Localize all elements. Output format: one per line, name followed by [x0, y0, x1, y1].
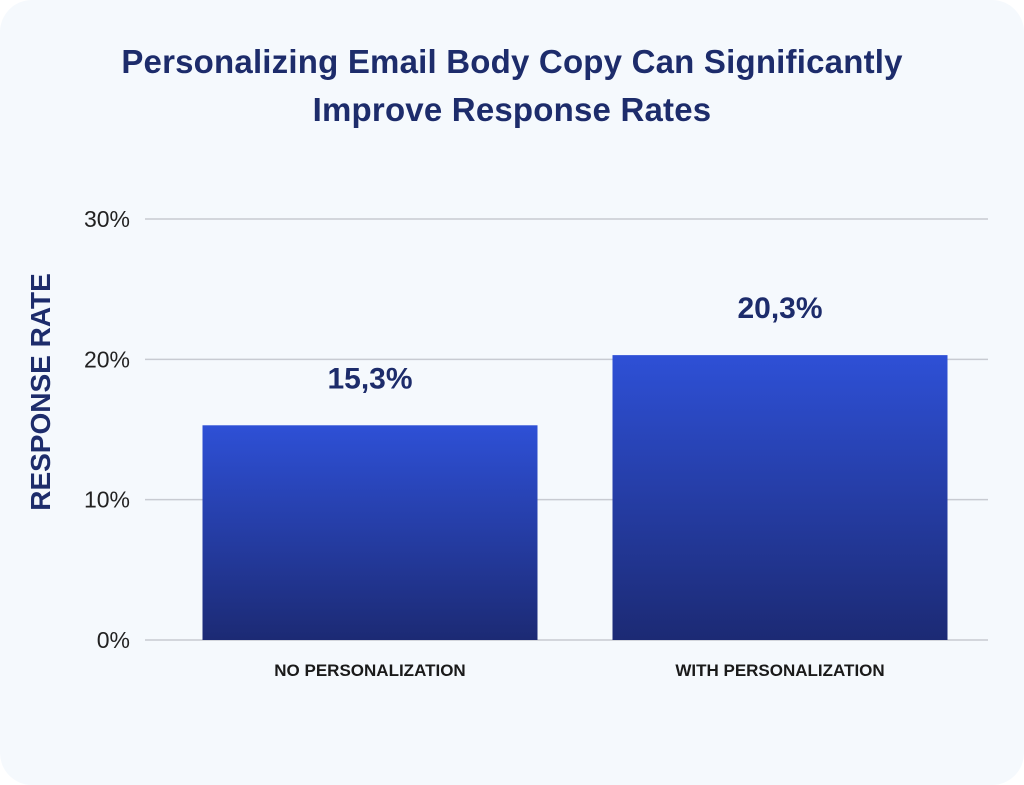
chart-title-line-1: Personalizing Email Body Copy Can Signif… [121, 43, 903, 80]
bars [202, 355, 948, 640]
bar-value-label: 20,3% [737, 292, 822, 325]
value-labels: 15,3% 20,3% [327, 292, 822, 395]
category-label: WITH PERSONALIZATION [675, 661, 884, 680]
y-tick-label: 0% [97, 627, 130, 653]
y-tick-label: 20% [84, 346, 130, 372]
chart-title-line-2: Improve Response Rates [312, 91, 712, 128]
category-label: NO PERSONALIZATION [274, 661, 465, 680]
y-tick-label: 30% [84, 206, 130, 232]
chart-title: Personalizing Email Body Copy Can Signif… [62, 38, 962, 134]
bar-value-label: 15,3% [327, 362, 412, 395]
y-axis-ticks: 0% 10% 20% 30% [84, 206, 130, 653]
bar [612, 355, 948, 640]
category-labels: NO PERSONALIZATION WITH PERSONALIZATION [274, 661, 884, 680]
y-tick-label: 10% [84, 487, 130, 513]
bar [202, 425, 538, 640]
y-axis-label: RESPONSE RATE [25, 273, 56, 511]
